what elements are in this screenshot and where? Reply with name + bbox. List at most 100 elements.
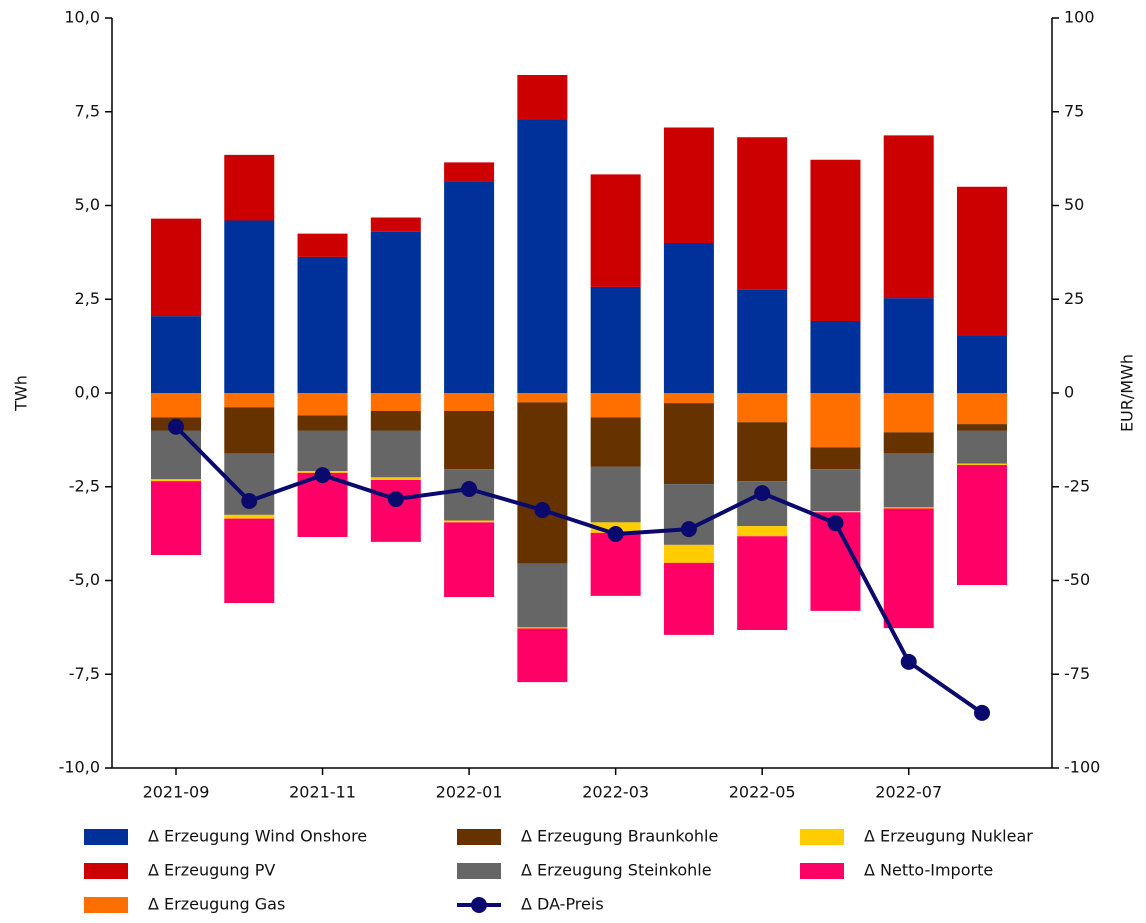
legend-swatch — [84, 897, 128, 913]
y-tick-label: -10,0 — [59, 758, 100, 777]
bar — [151, 316, 201, 393]
bar — [370, 393, 421, 411]
y-tick-label: 7,5 — [75, 101, 100, 120]
bar — [737, 422, 788, 482]
y-tick-label: -5,0 — [69, 570, 100, 589]
y-tick-label: 0,0 — [75, 383, 100, 402]
bar — [883, 298, 934, 393]
y-tick-label: -2,5 — [69, 476, 100, 495]
bar — [370, 430, 421, 478]
bar — [517, 402, 568, 564]
bar — [370, 411, 421, 431]
y-tick-label: 10,0 — [64, 8, 100, 27]
x-tick-label: 2022-03 — [582, 783, 649, 802]
bar — [444, 520, 495, 523]
bar — [810, 511, 861, 513]
bar — [370, 477, 421, 480]
bar — [297, 415, 348, 431]
point — [314, 467, 331, 484]
bar — [224, 407, 275, 454]
bar — [224, 518, 275, 603]
bar — [517, 563, 568, 628]
legend-label: Δ DA-Preis — [521, 895, 604, 914]
y2-tick-label: 50 — [1064, 195, 1084, 214]
bar — [957, 186, 1007, 336]
y2-tick-label: 25 — [1064, 289, 1084, 308]
y-tick-label: 5,0 — [75, 195, 100, 214]
bar — [517, 75, 568, 120]
bar — [517, 627, 568, 629]
bar — [957, 424, 1007, 431]
point — [974, 704, 990, 721]
point — [461, 481, 478, 497]
point — [607, 526, 624, 542]
point — [168, 418, 184, 435]
bar — [737, 536, 788, 630]
x-tick-label: 2022-07 — [875, 783, 942, 802]
bar — [590, 417, 641, 467]
bar — [663, 393, 714, 404]
legend-label: Δ Erzeugung Braunkohle — [521, 827, 718, 846]
bar — [517, 120, 568, 393]
y2-tick-label: 75 — [1064, 101, 1084, 120]
point — [900, 653, 917, 670]
bar — [957, 393, 1007, 425]
y2-tick-label: 0 — [1064, 383, 1074, 402]
bar — [297, 256, 348, 393]
legend-swatch — [457, 829, 501, 845]
bar — [810, 469, 861, 512]
legend-swatch — [84, 863, 128, 879]
bar — [444, 393, 495, 411]
bar — [444, 181, 495, 393]
bar — [444, 411, 495, 470]
point — [680, 521, 697, 538]
bar — [224, 514, 275, 519]
bar — [370, 231, 421, 393]
bar — [370, 217, 421, 232]
bar — [883, 135, 934, 299]
bar — [883, 453, 934, 508]
legend-label: Δ Erzeugung PV — [148, 861, 275, 880]
bar — [297, 393, 348, 416]
bar — [517, 393, 568, 403]
point — [534, 502, 551, 518]
bar — [590, 174, 641, 287]
bar — [590, 393, 641, 418]
legend-label: Δ Erzeugung Nuklear — [864, 827, 1033, 846]
point — [387, 491, 404, 508]
bar — [297, 430, 348, 471]
bar — [663, 127, 714, 243]
y2-tick-label: -75 — [1064, 664, 1090, 683]
bar — [883, 508, 934, 629]
bar — [810, 321, 861, 393]
bar — [590, 532, 641, 596]
bar — [297, 233, 348, 257]
bar — [151, 479, 201, 482]
legend-swatch — [457, 863, 501, 879]
bar — [957, 430, 1007, 464]
bar — [151, 218, 201, 317]
legend-label: Δ Erzeugung Gas — [148, 895, 285, 914]
y-tick-label: 2,5 — [75, 289, 100, 308]
bar — [224, 393, 275, 408]
y2-tick-label: -100 — [1064, 758, 1100, 777]
bar — [590, 286, 641, 393]
bar — [663, 562, 714, 635]
bar — [810, 447, 861, 470]
bar — [883, 393, 934, 433]
legend-swatch — [800, 863, 844, 879]
bar — [151, 481, 201, 555]
legend-swatch — [84, 829, 128, 845]
bar — [663, 403, 714, 485]
bar — [737, 393, 788, 423]
bar — [370, 480, 421, 542]
bar — [737, 289, 788, 393]
bar — [444, 162, 495, 182]
y-tick-label: -7,5 — [69, 664, 100, 683]
bar — [737, 526, 788, 537]
bar — [663, 243, 714, 393]
bar — [517, 628, 568, 683]
point — [827, 515, 844, 532]
bar — [810, 159, 861, 321]
